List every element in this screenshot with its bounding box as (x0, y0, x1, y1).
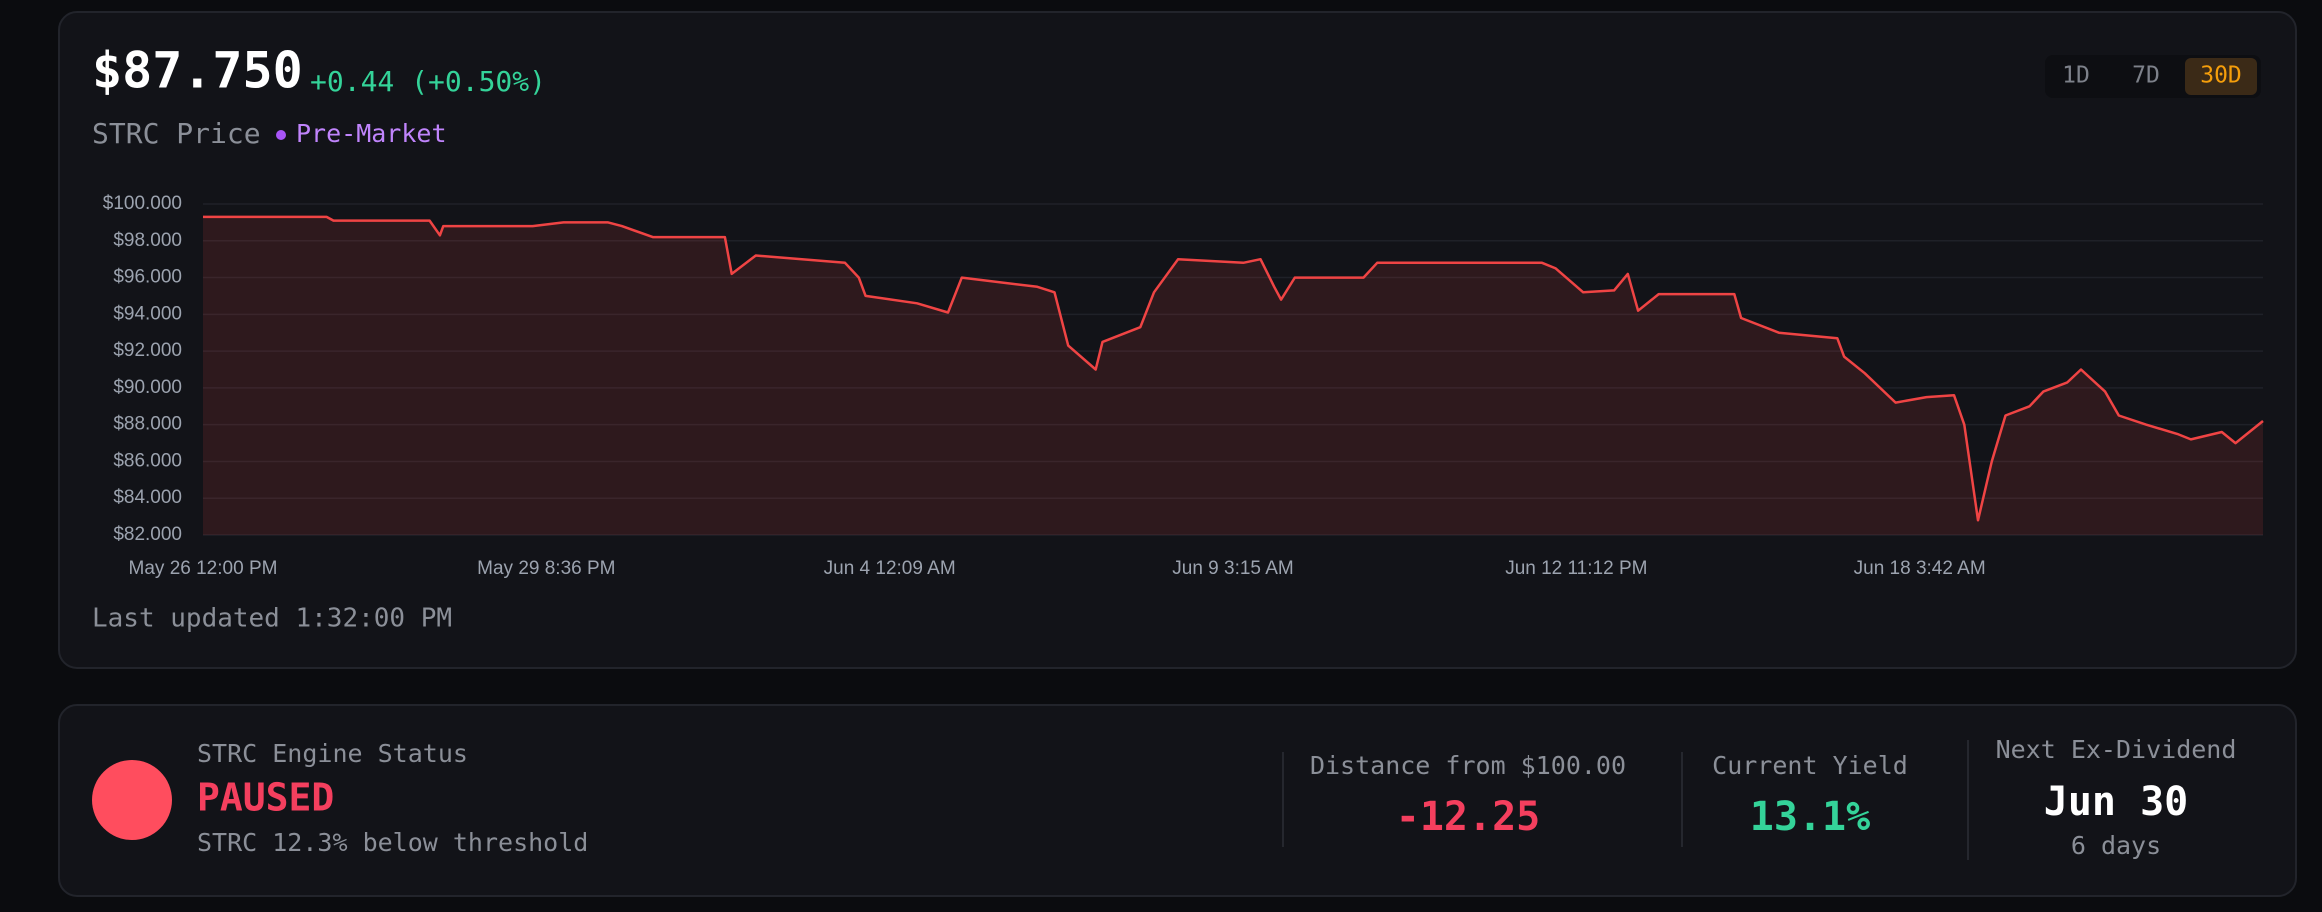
x-tick-label: Jun 18 3:42 AM (1854, 558, 1986, 579)
x-tick-label: Jun 9 3:15 AM (1172, 558, 1293, 579)
x-tick-label: Jun 12 11:12 PM (1505, 558, 1647, 579)
area (203, 216, 2263, 535)
y-tick-label: $84.000 (113, 487, 182, 508)
session: Pre-Market (296, 119, 447, 148)
status-indicator (92, 760, 172, 840)
y-tick-label: $98.000 (113, 230, 182, 251)
dividend-label: Next Ex-Dividend (1996, 735, 2237, 764)
y-tick-label: $94.000 (113, 303, 182, 324)
y-tick-label: $88.000 (113, 414, 182, 435)
last-updated: Last updated 1:32:00 PM (92, 604, 452, 634)
status-state: PAUSED (197, 776, 334, 820)
metric-label: Distance from $100.00 (1310, 751, 1626, 780)
range-button[interactable]: 7D (2132, 63, 2160, 89)
status-card (58, 704, 2297, 897)
x-tick-label: Jun 4 12:09 AM (824, 558, 956, 579)
dividend-date: Jun 30 (2044, 779, 2189, 825)
price-change: +0.44 (+0.50%) (310, 65, 546, 98)
plot: $82.000 $84.000 $86.000 $88.000 $90.000 $92.0… (103, 193, 2264, 579)
status-title: STRC Engine Status (197, 739, 468, 768)
metric-value: -12.25 (1396, 794, 1541, 840)
y-tick-label: $86.000 (113, 450, 182, 471)
range-button[interactable]: 1D (2062, 63, 2090, 89)
y-tick-label: $96.000 (113, 267, 182, 288)
y-tick-label: $90.000 (113, 377, 182, 398)
x-tick-label: May 29 8:36 PM (477, 558, 615, 579)
status-detail: STRC 12.3% below threshold (197, 828, 588, 857)
dividend-days: 6 days (2071, 831, 2161, 860)
price-label: STRC Price (92, 117, 261, 150)
range-button[interactable]: 30D (2200, 63, 2242, 89)
session-dot (276, 130, 286, 140)
x-tick-label: May 26 12:00 PM (129, 558, 278, 579)
price: $87.750 (92, 42, 303, 100)
metric-value: 13.1% (1750, 794, 1870, 840)
y-tick-label: $82.000 (113, 524, 182, 545)
y-tick-label: $92.000 (113, 340, 182, 361)
line (203, 215, 2264, 522)
metric-label: Current Yield (1712, 751, 1908, 780)
y-tick-label: $100.000 (103, 193, 182, 214)
range-active (2185, 58, 2257, 95)
chart-card (58, 11, 2297, 669)
